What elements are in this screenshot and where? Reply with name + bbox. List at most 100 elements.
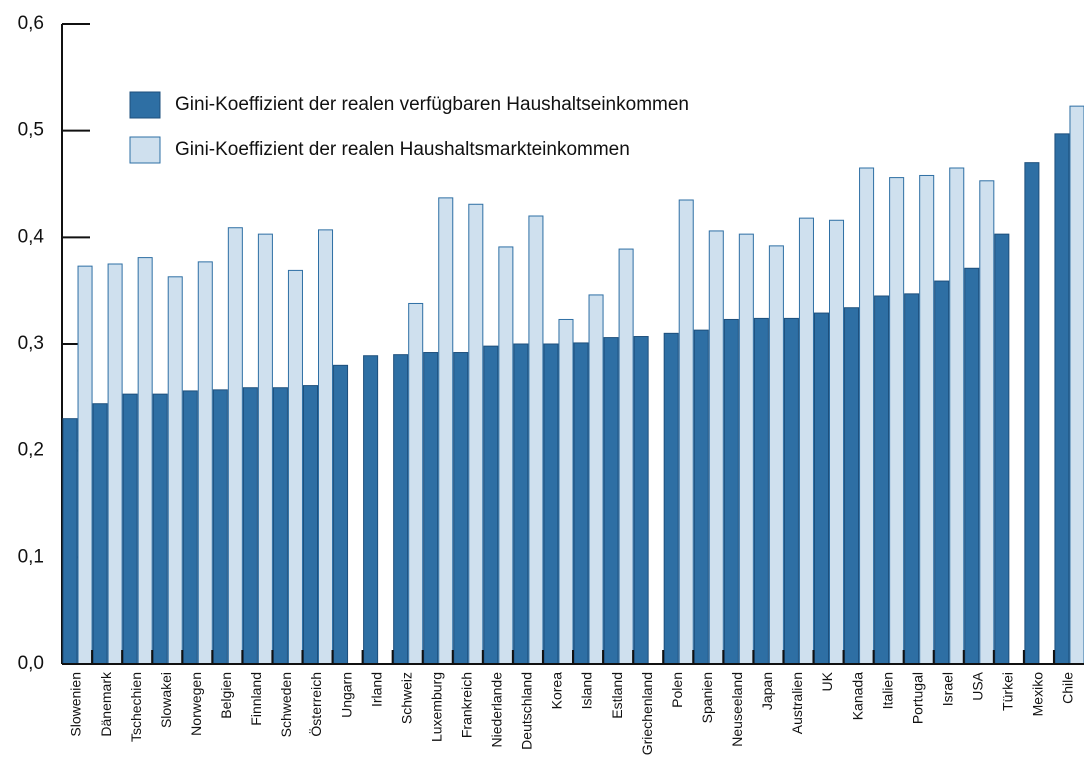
y-tick-label: 0,1 [18,546,44,567]
x-tick-label: Kanada [849,672,865,720]
bar [874,295,890,665]
bar [302,385,318,665]
bar [678,199,694,665]
x-tick-label: Island [579,672,595,709]
bar [423,352,439,665]
bar [904,293,920,665]
y-tick-label: 0,6 [18,13,44,34]
bar [92,403,108,665]
bar [783,317,799,665]
x-tick-label: Norwegen [188,672,204,736]
bar [934,280,950,665]
bar [573,342,589,665]
x-tick-label: USA [969,671,985,700]
x-tick-label: Ungarn [338,672,354,718]
bar [182,390,198,665]
x-tick-label: Neuseeland [729,672,745,747]
x-tick-label: Schweiz [398,672,414,724]
bar [588,294,604,665]
bar [438,197,454,665]
bar [513,343,529,665]
bar [468,203,484,665]
x-tick-label: Slowenien [68,672,84,737]
bar [453,352,469,665]
bar [318,229,334,665]
bar [197,261,213,665]
x-tick-label: Irland [368,672,384,707]
y-tick-label: 0,2 [18,440,44,461]
bar [1069,105,1084,665]
x-tick-label: Israel [939,672,955,706]
bar [543,343,559,665]
bar [363,355,379,665]
x-tick-label: Slowakei [158,672,174,728]
bar [1054,133,1070,665]
x-tick-label: Finnland [248,672,264,726]
bar [844,307,860,665]
x-tick-label: Griechenland [639,672,655,755]
y-tick-label: 0,3 [18,333,44,354]
bar [603,337,619,665]
bar [122,393,138,665]
bar [964,267,980,665]
bar [738,233,754,665]
bar [287,269,303,665]
x-tick-label: Chile [1060,672,1076,704]
bar [708,230,724,665]
bar [408,302,424,665]
legend-swatch [129,136,161,164]
x-tick-label: Schweden [278,672,294,737]
x-tick-label: Italien [879,672,895,709]
x-tick-label: Deutschland [519,672,535,750]
bar [693,329,709,665]
bar [723,318,739,665]
bar [798,217,814,665]
bar [618,248,634,665]
bar [227,227,243,665]
legend-swatch [129,91,161,119]
x-tick-label: Mexiko [1030,672,1046,717]
bar [663,332,679,665]
bar [859,167,875,665]
x-tick-label: Belgien [218,672,234,719]
bar [483,345,499,665]
x-tick-label: Estland [609,672,625,719]
bar [633,336,649,665]
bar [272,387,288,665]
bar [498,246,514,665]
y-tick-label: 0,4 [18,226,45,247]
bar [829,219,845,665]
bar [77,265,93,665]
x-tick-label: Polen [669,672,685,708]
x-tick-label: Portugal [909,672,925,724]
bar [558,318,574,665]
bar [242,387,258,665]
bar [212,389,228,665]
bar [919,174,935,665]
x-tick-label: Frankreich [458,672,474,738]
bar [889,177,905,665]
x-tick-label: Dänemark [98,671,114,737]
bar [167,276,183,665]
legend-label: Gini-Koeffizient der realen verfügbaren … [175,94,689,115]
bar [813,312,829,665]
x-tick-label: Japan [759,672,775,710]
x-tick-label: Spanien [699,672,715,723]
bar [137,257,153,665]
bar [257,233,273,665]
x-tick-label: Niederlande [489,672,505,748]
bar [107,263,123,665]
bar [333,364,349,665]
x-tick-label: UK [819,671,835,691]
x-tick-label: Österreich [307,672,324,737]
x-tick-label: Australien [789,672,805,734]
bar [1024,162,1040,665]
bar [152,393,168,665]
x-tick-label: Türkei [1000,672,1016,711]
bar [949,167,965,665]
x-tick-label: Luxemburg [428,672,444,742]
x-tick-label: Korea [549,672,565,710]
bar [979,180,995,665]
bar [528,215,544,665]
